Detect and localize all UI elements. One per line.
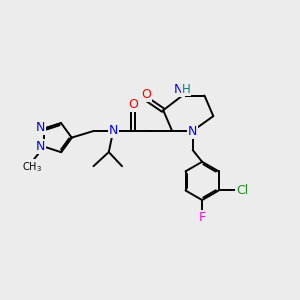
- Text: CH$_3$: CH$_3$: [22, 160, 42, 174]
- Text: O: O: [141, 88, 151, 101]
- Text: F: F: [199, 211, 206, 224]
- Text: Cl: Cl: [236, 184, 248, 197]
- Text: N: N: [109, 124, 118, 137]
- Text: N: N: [188, 125, 197, 138]
- Text: H: H: [182, 82, 190, 95]
- Text: N: N: [36, 140, 45, 153]
- Text: N: N: [174, 82, 184, 95]
- Text: O: O: [128, 98, 138, 111]
- Text: N: N: [36, 121, 45, 134]
